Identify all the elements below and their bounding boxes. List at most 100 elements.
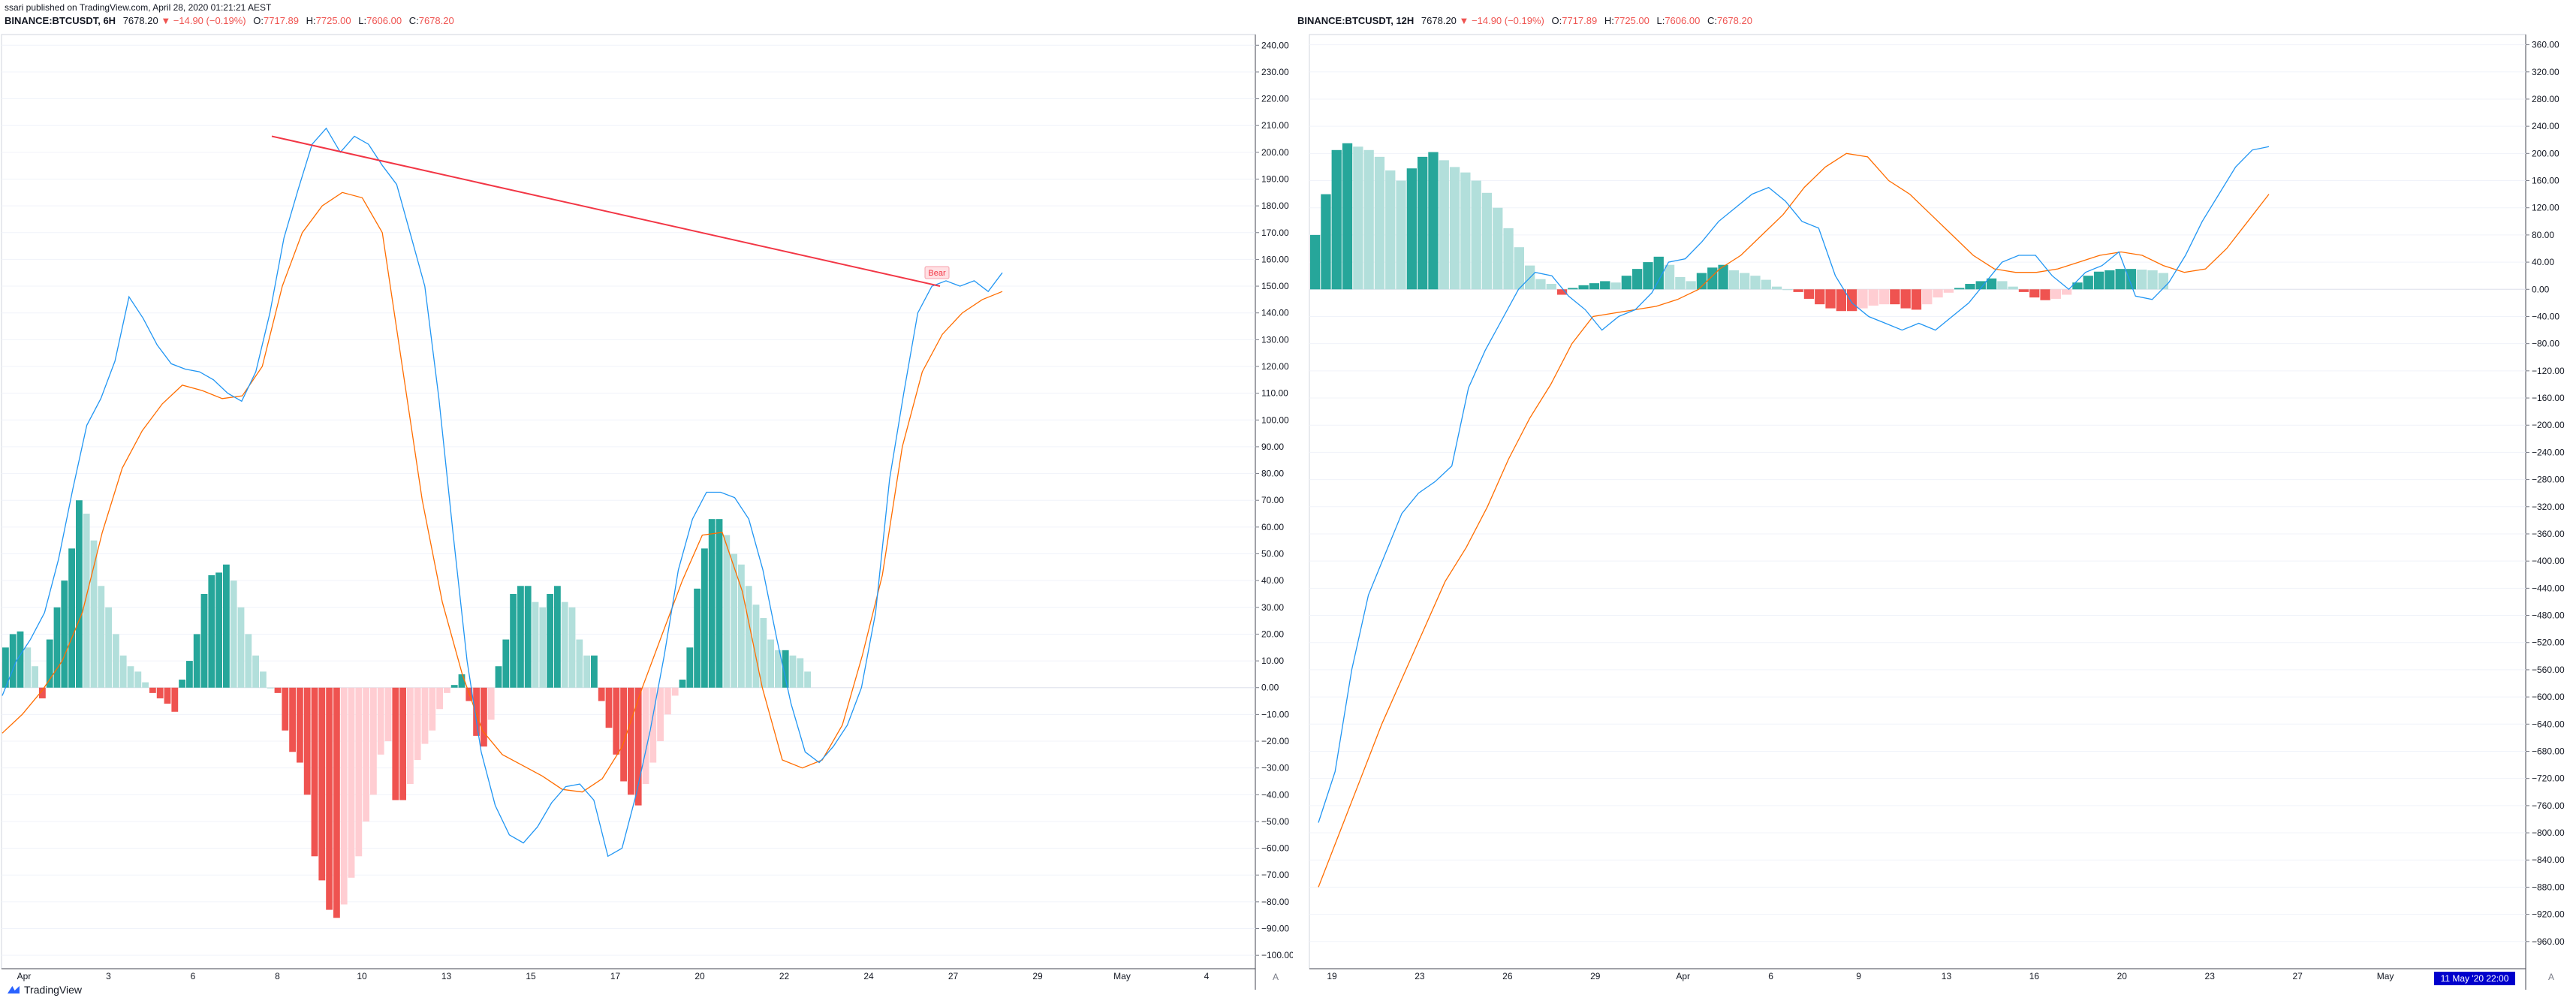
histogram-bar xyxy=(421,687,429,744)
histogram-bar xyxy=(186,661,193,688)
tradingview-footer[interactable]: TradingView xyxy=(8,984,82,996)
y-tick-label: 220.00 xyxy=(1261,94,1289,104)
histogram-bar xyxy=(156,687,164,698)
chart-pane-6h[interactable]: BINANCE:BTCUSDT, 6H 7678.20 ▼ −14.90 (−0… xyxy=(0,14,1293,990)
x-tick-label: 29 xyxy=(1032,971,1043,981)
high-value: 7725.00 xyxy=(1613,15,1650,26)
y-tick-label: −40.00 xyxy=(1261,789,1289,800)
y-tick-label: −70.00 xyxy=(1261,870,1289,880)
bear-trendline xyxy=(271,135,941,288)
x-tick-label: 29 xyxy=(1590,971,1601,981)
histogram-bar xyxy=(208,575,215,688)
histogram-bar xyxy=(583,655,590,688)
histogram-bar xyxy=(782,650,789,688)
histogram-bar xyxy=(554,586,561,688)
histogram-bar xyxy=(657,687,664,742)
y-tick-label: 90.00 xyxy=(1261,442,1284,452)
macd-line xyxy=(2,127,1003,858)
x-tick-label: 6 xyxy=(1768,971,1773,981)
histogram-bar xyxy=(1321,194,1331,290)
histogram-bar xyxy=(495,666,502,688)
x-tick-label: May xyxy=(2377,971,2394,981)
histogram-bar xyxy=(1879,289,1890,305)
histogram-bar xyxy=(1943,289,1954,293)
histogram-bar xyxy=(363,687,369,822)
x-tick-label: 23 xyxy=(1415,971,1425,981)
histogram-bar xyxy=(90,540,98,688)
macd-chart-6h[interactable]: 240.00230.00220.00210.00200.00190.00180.… xyxy=(0,14,1293,990)
histogram-bar xyxy=(1825,289,1836,309)
histogram-bar xyxy=(1514,247,1524,290)
y-tick-label: −360.00 xyxy=(2532,529,2565,539)
macd-line xyxy=(1318,146,2270,823)
histogram-bar xyxy=(230,580,237,688)
low-value: 7606.00 xyxy=(366,15,402,26)
histogram-bar xyxy=(1610,282,1621,290)
histogram-bar xyxy=(444,687,450,693)
x-tick-label: 19 xyxy=(1327,971,1337,981)
histogram-bar xyxy=(200,593,208,688)
x-tick-label: 8 xyxy=(275,971,280,981)
symbol-legend: BINANCE:BTCUSDT, 12H 7678.20 ▼ −14.90 (−… xyxy=(1297,15,1752,26)
histogram-bar xyxy=(458,674,465,688)
y-tick-label: 280.00 xyxy=(2532,94,2559,104)
histogram-bar xyxy=(1331,149,1342,290)
histogram-bar xyxy=(1750,276,1761,290)
y-tick-label: 210.00 xyxy=(1261,120,1289,131)
histogram-bar xyxy=(1481,192,1493,290)
histogram-bar xyxy=(274,687,282,693)
y-tick-label: 190.00 xyxy=(1261,173,1289,184)
histogram-bar xyxy=(568,607,576,688)
y-tick-label: 0.00 xyxy=(1261,683,1279,693)
macd-chart-12h[interactable]: 360.00320.00280.00240.00200.00160.00120.… xyxy=(1293,14,2576,990)
open-label: O: xyxy=(1551,15,1562,26)
histogram-bar xyxy=(1310,234,1321,290)
histogram-bar xyxy=(1686,281,1696,290)
low-value: 7606.00 xyxy=(1665,15,1701,26)
histogram-bar xyxy=(694,588,700,688)
histogram-bar xyxy=(119,655,127,688)
histogram-bar xyxy=(2137,270,2147,290)
histogram-bar xyxy=(1718,264,1728,290)
y-tick-label: −600.00 xyxy=(2532,692,2565,702)
histogram-bar xyxy=(171,687,179,712)
histogram-bar xyxy=(53,607,61,688)
y-tick-label: 40.00 xyxy=(2532,257,2554,267)
crosshair-time-label: 11 May '20 22:00 xyxy=(2441,973,2509,984)
histogram-bar xyxy=(561,602,568,688)
histogram-bar xyxy=(1621,276,1631,290)
y-tick-label: −480.00 xyxy=(2532,611,2565,621)
histogram-bar xyxy=(731,553,737,688)
histogram-bar xyxy=(267,687,274,689)
symbol-name: BINANCE:BTCUSDT, 6H xyxy=(5,15,116,26)
x-tick-label: 6 xyxy=(191,971,196,981)
histogram-bar xyxy=(2093,271,2104,290)
histogram-bar xyxy=(1696,273,1707,290)
histogram-bar xyxy=(1418,156,1428,290)
histogram-bar xyxy=(760,618,767,688)
bear-label-box xyxy=(924,266,950,279)
y-tick-label: 230.00 xyxy=(1261,67,1289,77)
crosshair-time-box xyxy=(2434,972,2515,985)
histogram-bar xyxy=(532,602,539,688)
histogram-bar xyxy=(1707,267,1718,290)
histogram-bar xyxy=(1556,289,1568,295)
histogram-bar xyxy=(32,666,38,688)
histogram-bar xyxy=(1546,284,1556,290)
histogram-bar xyxy=(245,634,252,688)
y-tick-label: 200.00 xyxy=(2532,148,2559,158)
histogram-bar xyxy=(591,655,598,688)
chart-pane-12h[interactable]: BINANCE:BTCUSDT, 12H 7678.20 ▼ −14.90 (−… xyxy=(1293,14,2576,990)
histogram-bar xyxy=(1653,256,1664,290)
y-tick-label: −800.00 xyxy=(2532,828,2565,838)
x-tick-label: 20 xyxy=(694,971,705,981)
histogram-bar xyxy=(634,687,642,806)
histogram-bar xyxy=(311,687,318,857)
y-tick-label: −560.00 xyxy=(2532,665,2565,675)
high-value: 7725.00 xyxy=(315,15,351,26)
histogram-bar xyxy=(524,586,532,688)
y-tick-label: −200.00 xyxy=(2532,420,2565,430)
y-tick-label: −440.00 xyxy=(2532,583,2565,593)
histogram-bar xyxy=(1965,284,1975,290)
x-tick-label: 16 xyxy=(2029,971,2040,981)
